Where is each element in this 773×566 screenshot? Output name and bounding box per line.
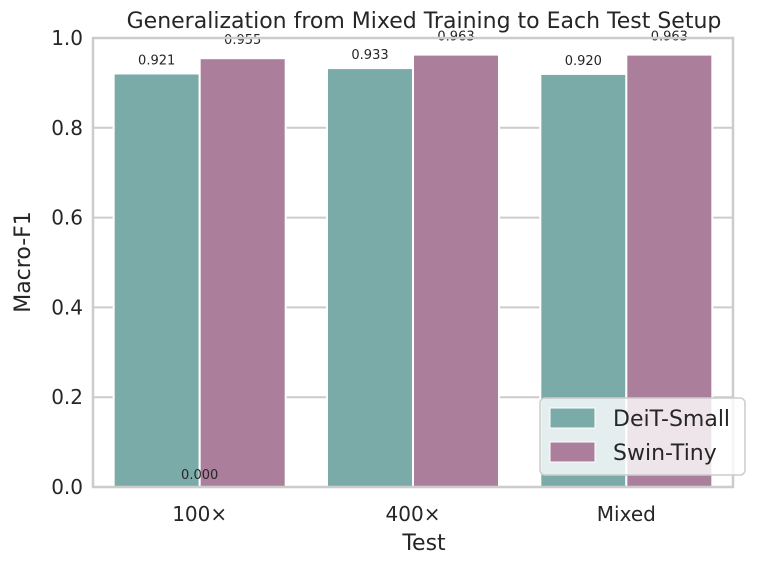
bar bbox=[412, 53, 500, 488]
legend-swatch bbox=[549, 407, 596, 429]
y-tick-label: 1.0 bbox=[51, 26, 83, 50]
legend-label: Swin-Tiny bbox=[613, 441, 717, 466]
x-tick-label: 400× bbox=[386, 502, 441, 526]
y-tick-label: 0.6 bbox=[51, 206, 83, 230]
legend-swatch bbox=[549, 441, 596, 463]
y-axis-title: Macro-F1 bbox=[11, 211, 36, 313]
bar-value-label: 0.955 bbox=[224, 33, 261, 48]
y-tick-label: 0.0 bbox=[51, 475, 83, 499]
y-tick-labels: 0.0 0.2 0.4 0.6 0.8 1.0 bbox=[51, 26, 83, 499]
x-tick-label: 100× bbox=[172, 502, 227, 526]
x-tick-label: Mixed bbox=[597, 502, 656, 526]
bar bbox=[198, 57, 287, 489]
y-tick-label: 0.4 bbox=[51, 295, 83, 319]
bar-value-label: 0.933 bbox=[351, 48, 388, 63]
y-tick-label: 0.2 bbox=[51, 385, 83, 409]
bar bbox=[112, 72, 201, 488]
annotation-label: 0.000 bbox=[181, 468, 218, 483]
bar bbox=[326, 67, 414, 488]
legend-label: DeiT-Small bbox=[613, 407, 730, 432]
x-axis-title: Test bbox=[401, 531, 446, 556]
bar-value-label: 0.920 bbox=[565, 54, 602, 69]
x-tick-labels: 100× 400× Mixed bbox=[172, 502, 656, 526]
plot-frame bbox=[91, 36, 735, 489]
legend: DeiT-Small Swin-Tiny bbox=[539, 397, 746, 476]
bar-value-label: 0.921 bbox=[138, 53, 175, 68]
y-tick-label: 0.8 bbox=[51, 116, 83, 140]
chart-title: Generalization from Mixed Training to Ea… bbox=[127, 9, 722, 34]
